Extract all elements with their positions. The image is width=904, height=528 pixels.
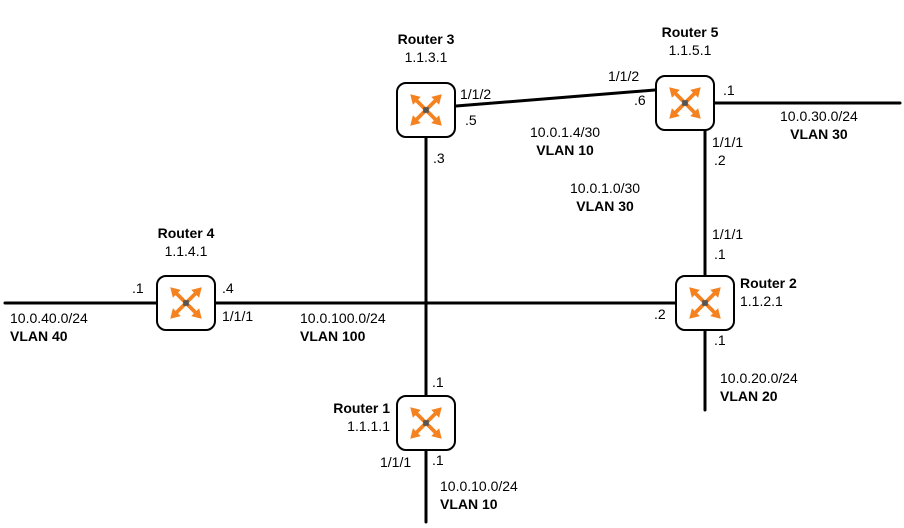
router2-node: [675, 275, 735, 331]
addr-r4-east: .4: [222, 280, 234, 298]
router2-title: Router 2 1.1.2.1: [740, 275, 840, 310]
router1-title: Router 1 1.1.1.1: [296, 400, 390, 435]
seg-vlan30-right: 10.0.30.0/24 VLAN 30: [780, 108, 858, 143]
port-r4-east: 1/1/1: [222, 308, 253, 326]
addr-r2-west: .2: [654, 306, 666, 324]
router5-node: [655, 75, 715, 131]
seg-vlan30-mid: 10.0.1.0/30 VLAN 30: [570, 180, 640, 215]
addr-r5-west: .6: [634, 92, 646, 110]
router4-title: Router 4 1.1.4.1: [136, 225, 236, 260]
addr-r2-south: .1: [714, 332, 726, 350]
port-r5-west: 1/1/2: [608, 68, 639, 86]
addr-r1-south: .1: [432, 452, 444, 470]
router3-title: Router 3 1.1.3.1: [376, 31, 476, 66]
router5-title: Router 5 1.1.5.1: [640, 24, 740, 59]
port-r1-south: 1/1/1: [380, 454, 411, 472]
addr-r4-west: .1: [132, 280, 144, 298]
seg-vlan40: 10.0.40.0/24 VLAN 40: [10, 310, 88, 345]
addr-r5-east: .1: [723, 82, 735, 100]
addr-r3-south: .3: [433, 150, 445, 168]
port-r5-south: 1/1/1: [712, 134, 743, 152]
seg-vlan100: 10.0.100.0/24 VLAN 100: [300, 310, 386, 345]
port-r2-north: 1/1/1: [712, 226, 743, 244]
router4-node: [156, 275, 216, 331]
router1-node: [396, 395, 456, 451]
addr-r3-east: .5: [465, 112, 477, 130]
router3-node: [396, 82, 456, 138]
seg-vlan10-top: 10.0.1.4/30 VLAN 10: [530, 124, 600, 159]
seg-vlan20: 10.0.20.0/24 VLAN 20: [720, 370, 798, 405]
seg-vlan10-bottom: 10.0.10.0/24 VLAN 10: [440, 478, 518, 513]
port-r3-east: 1/1/2: [460, 86, 491, 104]
addr-r1-north: .1: [432, 374, 444, 392]
addr-r2-north: .1: [714, 246, 726, 264]
addr-r5-south: .2: [714, 152, 726, 170]
